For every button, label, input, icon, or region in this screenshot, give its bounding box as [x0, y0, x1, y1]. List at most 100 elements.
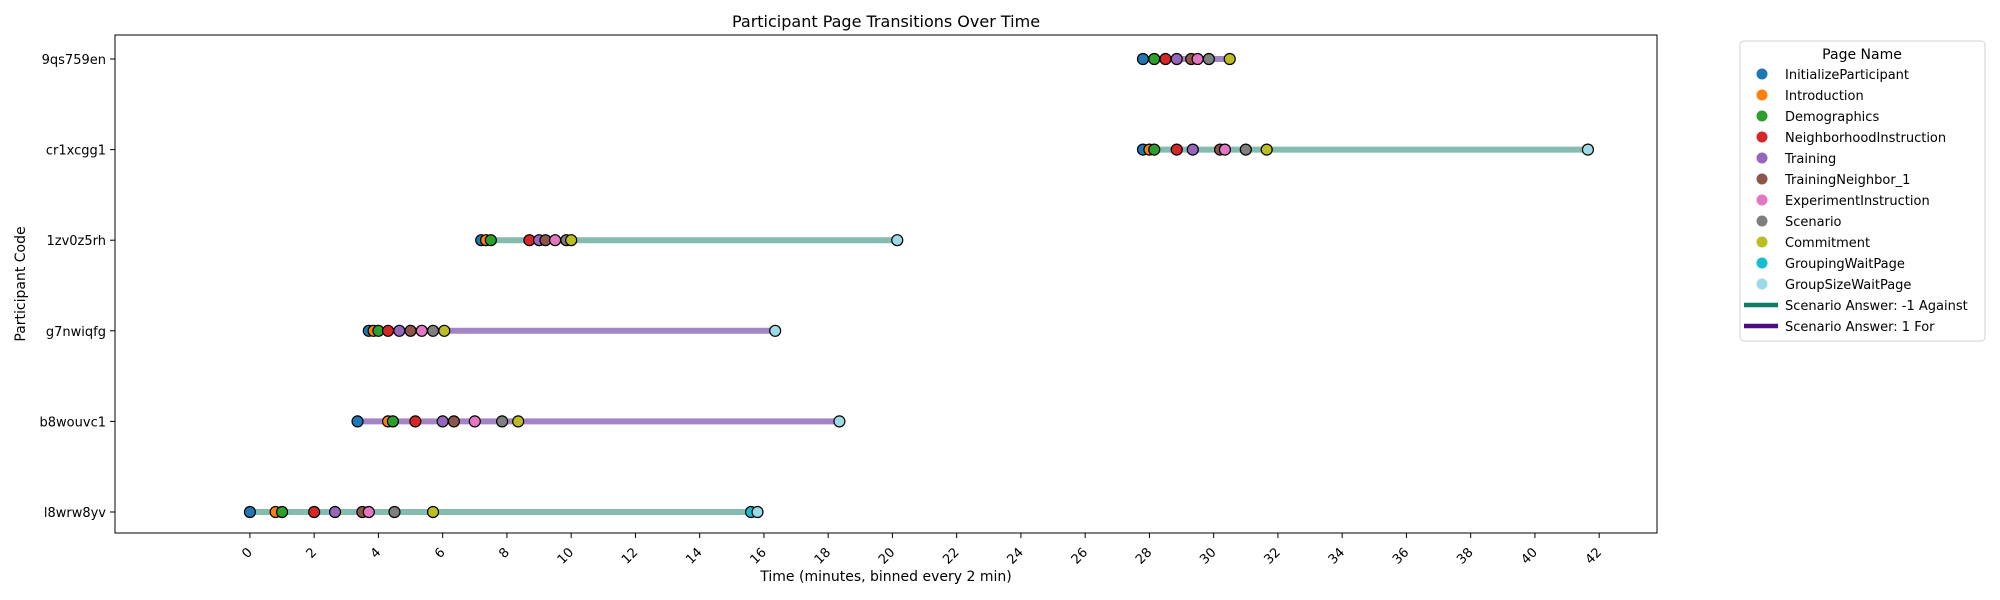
legend-marker: [1756, 152, 1768, 164]
y-tick-label: 1zv0z5rh: [46, 234, 106, 249]
page-marker: [891, 234, 904, 247]
page-marker: [1170, 52, 1183, 66]
legend-entry-label: InitializeParticipant: [1785, 68, 1909, 83]
plot-area: [243, 52, 1595, 519]
x-tick-label: 22: [940, 545, 962, 567]
page-marker: [468, 415, 481, 428]
page-marker: [1581, 143, 1595, 156]
legend-entry-label: Scenario Answer: 1 For: [1785, 320, 1935, 335]
page-marker: [415, 324, 428, 337]
legend-marker: [1756, 215, 1768, 227]
page-marker: [1148, 143, 1161, 156]
legend-entry-label: Commitment: [1785, 236, 1870, 251]
page-marker: [1202, 52, 1215, 66]
page-marker: [1223, 52, 1236, 66]
legend-entry-label: Training: [1784, 152, 1836, 167]
page-marker: [308, 505, 321, 519]
page-marker: [1239, 143, 1252, 156]
y-tick-label: cr1xcgg1: [46, 144, 106, 159]
page-marker: [409, 415, 422, 428]
page-marker: [565, 234, 578, 247]
page-marker: [381, 324, 395, 337]
legend-marker: [1756, 236, 1768, 248]
legend-marker: [1756, 110, 1768, 122]
page-marker: [833, 415, 846, 428]
x-tick-label: 6: [432, 545, 448, 561]
page-marker: [362, 505, 375, 519]
page-marker: [751, 505, 764, 519]
legend-entry-label: Scenario: [1785, 215, 1842, 230]
page-marker: [386, 415, 399, 428]
page-marker: [393, 324, 406, 337]
y-axis-label: Participant Code: [13, 226, 29, 341]
y-tick-label: 9qs759en: [42, 53, 106, 68]
page-marker: [388, 505, 401, 519]
page-marker: [328, 505, 342, 519]
legend-marker: [1756, 131, 1768, 143]
x-tick-label: 36: [1390, 545, 1412, 567]
page-marker: [1186, 143, 1199, 156]
page-marker: [1136, 52, 1150, 66]
legend-marker: [1756, 278, 1768, 290]
x-tick-label: 40: [1518, 545, 1540, 567]
x-tick-label: 18: [812, 545, 834, 567]
plot-frame: [114, 34, 1658, 534]
page-marker: [447, 415, 461, 428]
page-marker: [1218, 143, 1232, 156]
legend-entry-label: TrainingNeighbor_1: [1784, 173, 1910, 188]
legend-box: [1739, 40, 1986, 342]
y-axis: l8wrw8yv b8wouvc1 g7nwiqfg 1zv0z5rh cr1xcgg1…: [40, 53, 115, 521]
x-tick-label: 14: [683, 545, 705, 567]
x-tick-label: 2: [304, 545, 320, 561]
page-marker: [438, 324, 451, 337]
x-tick-label: 34: [1326, 545, 1348, 567]
legend: Page Name InitializeParticipant Introduct…: [1739, 40, 1986, 342]
page-marker: [769, 324, 782, 337]
legend-entry-label: GroupingWaitPage: [1785, 257, 1905, 272]
x-tick-label: 4: [368, 545, 384, 561]
x-tick-label: 32: [1261, 545, 1283, 567]
x-tick-label: 8: [496, 545, 512, 561]
page-marker: [436, 415, 449, 428]
x-tick-label: 0: [239, 545, 255, 561]
page-marker: [426, 505, 440, 519]
page-marker: [1260, 143, 1273, 156]
y-tick-label: g7nwiqfg: [46, 325, 106, 340]
legend-marker: [1756, 68, 1768, 80]
x-tick-label: 10: [555, 545, 577, 567]
page-marker: [351, 415, 364, 428]
legend-title: Page Name: [1822, 47, 1902, 63]
page-marker: [243, 505, 257, 519]
x-tick-label: 26: [1069, 545, 1091, 567]
legend-entry-label: ExperimentInstruction: [1785, 194, 1930, 209]
page-marker: [404, 324, 417, 337]
legend-entry-label: NeighborhoodInstruction: [1785, 131, 1946, 146]
page-marker: [496, 415, 509, 428]
x-tick-label: 16: [747, 545, 769, 567]
y-tick-label: l8wrw8yv: [44, 506, 106, 521]
x-tick-label: 28: [1133, 545, 1155, 567]
page-marker: [1148, 52, 1161, 66]
x-tick-label: 30: [1197, 545, 1219, 567]
x-tick-label: 24: [1004, 545, 1026, 567]
page-marker: [1170, 143, 1183, 156]
legend-marker: [1756, 194, 1768, 206]
page-marker: [484, 234, 497, 247]
legend-entry-label: Introduction: [1785, 89, 1864, 104]
legend-entry-label: Demographics: [1785, 110, 1879, 125]
legend-marker: [1756, 173, 1768, 185]
x-tick-label: 20: [876, 545, 898, 567]
legend-entry-label: GroupSizeWaitPage: [1785, 278, 1911, 293]
chart-title: Participant Page Transitions Over Time: [732, 12, 1040, 31]
x-tick-label: 42: [1583, 545, 1605, 567]
x-axis-label: Time (minutes, binned every 2 min): [759, 569, 1011, 585]
page-marker: [275, 505, 289, 519]
page-marker: [1159, 52, 1172, 66]
x-tick-label: 12: [619, 545, 641, 567]
page-marker: [549, 234, 562, 247]
x-axis: 0 2 4 6 8 10 12 14 16 18 20 22 24 26 28 30 32 34 36 38 40 42: [239, 533, 1605, 568]
page-marker: [1191, 52, 1204, 66]
legend-marker: [1756, 257, 1768, 269]
page-marker: [426, 324, 440, 337]
